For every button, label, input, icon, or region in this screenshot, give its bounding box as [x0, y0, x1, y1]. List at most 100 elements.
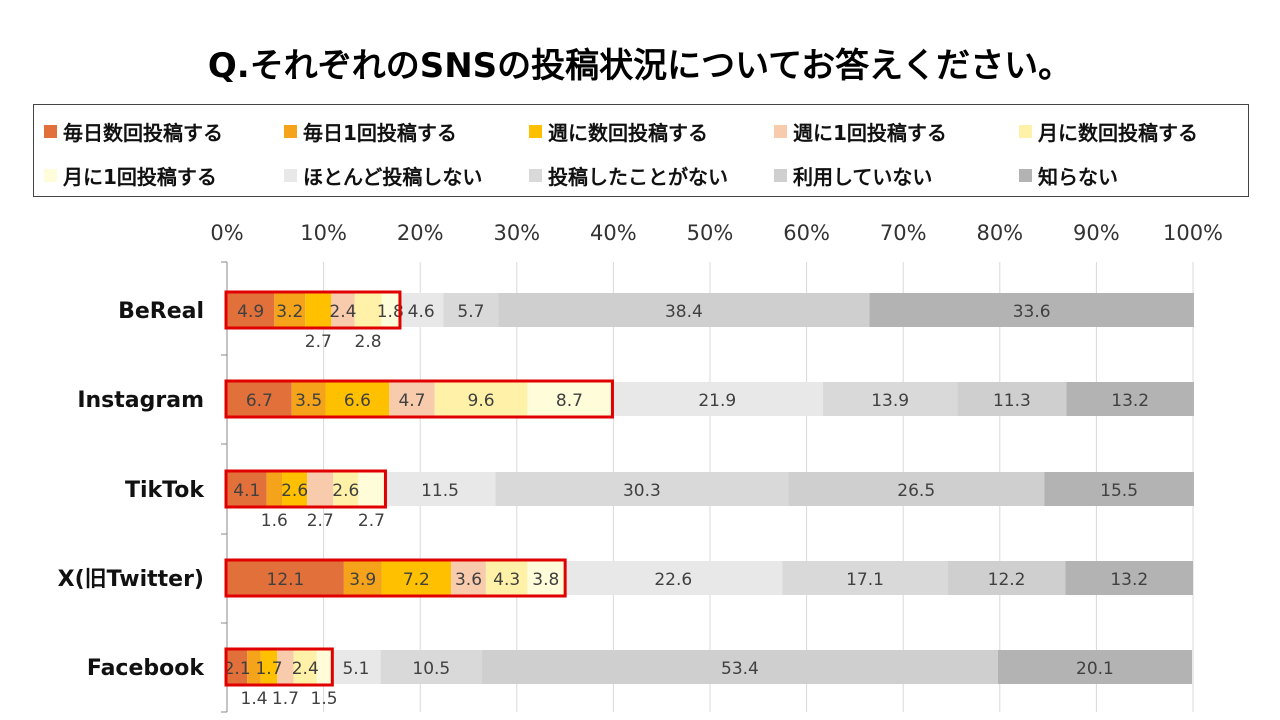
- bar-segment: [354, 293, 382, 327]
- data-label: 13.2: [1110, 570, 1148, 590]
- x-tick-label: 0%: [210, 221, 243, 245]
- data-label: 2.7: [358, 511, 385, 531]
- legend-swatch: [1019, 169, 1032, 182]
- legend-swatch: [774, 169, 787, 182]
- bar-segment: [227, 472, 267, 506]
- bar-segment: [997, 650, 1193, 684]
- bar-segment: [1044, 472, 1194, 506]
- bar-segment: [316, 650, 332, 684]
- x-tick-label: 80%: [976, 221, 1023, 245]
- data-label: 2.7: [307, 511, 334, 531]
- legend-item: 週に数回投稿する: [529, 117, 708, 146]
- bar-segment: [398, 293, 444, 327]
- data-label: 11.5: [421, 481, 459, 501]
- data-label: 4.7: [398, 391, 425, 411]
- bar-segment: [305, 293, 332, 327]
- bar-segment: [384, 472, 496, 506]
- bar-segment: [266, 472, 283, 506]
- bar-segment: [260, 650, 278, 684]
- data-label: 1.7: [255, 659, 282, 679]
- legend-label: 週に数回投稿する: [548, 121, 708, 145]
- category-label: Instagram: [77, 388, 204, 413]
- data-label: 2.8: [355, 332, 382, 352]
- category-label: TikTok: [125, 478, 205, 503]
- category-label: X(旧Twitter): [58, 567, 204, 592]
- legend-swatch: [284, 169, 297, 182]
- bar-segment: [947, 561, 1066, 595]
- x-tick-label: 10%: [300, 221, 347, 245]
- data-label: 13.2: [1111, 391, 1149, 411]
- chart-legend: 毎日数回投稿する 毎日1回投稿する 週に数回投稿する 週に1回投稿する 月に数回投稿する…: [33, 104, 1249, 197]
- bar-segment: [389, 382, 435, 416]
- data-label: 3.5: [295, 391, 322, 411]
- x-tick-label: 20%: [397, 221, 444, 245]
- data-label: 4.9: [237, 302, 264, 322]
- legend-item: 月に1回投稿する: [44, 161, 217, 190]
- data-label: 9.6: [468, 391, 495, 411]
- x-tick-label: 70%: [880, 221, 927, 245]
- data-label: 26.5: [897, 481, 935, 501]
- legend-item: 月に数回投稿する: [1019, 117, 1198, 146]
- legend-label: 利用していない: [793, 165, 933, 189]
- bar-segment: [293, 650, 317, 684]
- bar-segment: [358, 472, 385, 506]
- data-label: 1.8: [377, 302, 404, 322]
- highlight-box: [224, 379, 614, 419]
- data-label: 17.1: [846, 570, 884, 590]
- x-tick-label: 50%: [687, 221, 734, 245]
- legend-item: 毎日1回投稿する: [284, 117, 457, 146]
- legend-swatch: [284, 125, 297, 138]
- legend-label: 月に1回投稿する: [63, 165, 217, 189]
- bar-segment: [611, 382, 824, 416]
- data-label: 2.7: [305, 332, 332, 352]
- bar-segment: [277, 650, 294, 684]
- data-label: 33.6: [1013, 302, 1051, 322]
- bar-segment: [325, 382, 390, 416]
- data-label: 2.6: [281, 481, 308, 501]
- bar-segment: [333, 472, 359, 506]
- data-label: 13.9: [871, 391, 909, 411]
- bar-segment: [380, 650, 483, 684]
- legend-label: 月に数回投稿する: [1038, 121, 1198, 145]
- data-label: 5.7: [457, 302, 484, 322]
- data-label: 12.1: [267, 570, 305, 590]
- legend-item: ほとんど投稿しない: [284, 161, 482, 190]
- bar-segment: [331, 293, 355, 327]
- bar-segment: [227, 650, 248, 684]
- chart-title: Q.それぞれのSNSの投稿状況についてお答えください。: [207, 46, 1073, 86]
- bar-segment: [227, 561, 344, 595]
- bar-segment: [498, 293, 870, 327]
- bar-segment: [247, 650, 261, 684]
- legend-item: 週に1回投稿する: [774, 117, 947, 146]
- data-label: 20.1: [1076, 659, 1114, 679]
- bar-segment: [227, 382, 292, 416]
- bar-segment: [495, 472, 789, 506]
- bar-segment: [227, 293, 275, 327]
- data-label: 6.6: [344, 391, 371, 411]
- legend-swatch: [1019, 125, 1032, 138]
- data-label: 21.9: [698, 391, 736, 411]
- bar-segment: [381, 561, 452, 595]
- highlight-box: [224, 647, 334, 687]
- data-label: 3.8: [532, 570, 559, 590]
- legend-label: 毎日数回投稿する: [63, 121, 223, 145]
- data-label: 2.4: [292, 659, 319, 679]
- bar-segment: [527, 561, 565, 595]
- x-tick-label: 90%: [1073, 221, 1120, 245]
- bar-segment: [823, 382, 958, 416]
- data-label: 12.2: [988, 570, 1026, 590]
- data-label: 2.4: [329, 302, 356, 322]
- bar-segment: [443, 293, 499, 327]
- legend-label: 毎日1回投稿する: [303, 121, 457, 145]
- bar-segment: [274, 293, 306, 327]
- data-label: 11.3: [993, 391, 1031, 411]
- legend-swatch: [44, 169, 57, 182]
- legend-item: 知らない: [1019, 161, 1118, 190]
- data-label: 8.7: [556, 391, 583, 411]
- data-label: 5.1: [342, 659, 369, 679]
- x-tick-label: 60%: [783, 221, 830, 245]
- bar-segment: [1066, 382, 1194, 416]
- bar-segment: [451, 561, 486, 595]
- legend-swatch: [529, 125, 542, 138]
